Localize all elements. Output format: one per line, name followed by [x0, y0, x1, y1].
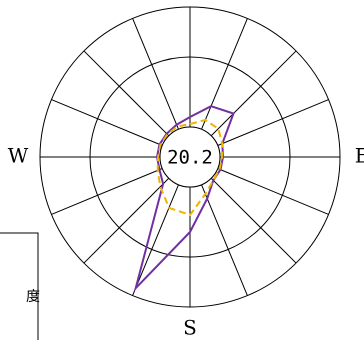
spoke — [51, 168, 163, 215]
series-line — [133, 105, 235, 292]
direction-label: W — [8, 144, 29, 168]
spoke — [210, 177, 297, 264]
center-circle — [159, 126, 221, 188]
spoke — [217, 99, 329, 146]
spoke — [201, 18, 248, 130]
spoke — [132, 184, 179, 296]
spoke — [217, 168, 329, 215]
spoke — [210, 50, 297, 137]
spoke — [201, 184, 248, 296]
spoke — [51, 99, 163, 146]
center-label: 20.2 — [167, 147, 213, 169]
spoke — [132, 18, 179, 130]
spoke — [83, 177, 170, 264]
direction-label: E — [355, 144, 364, 168]
side-box-text: 度 — [26, 289, 40, 305]
spoke — [83, 50, 170, 137]
direction-label: S — [183, 316, 197, 340]
side-box — [0, 232, 39, 340]
series-line — [156, 118, 224, 217]
